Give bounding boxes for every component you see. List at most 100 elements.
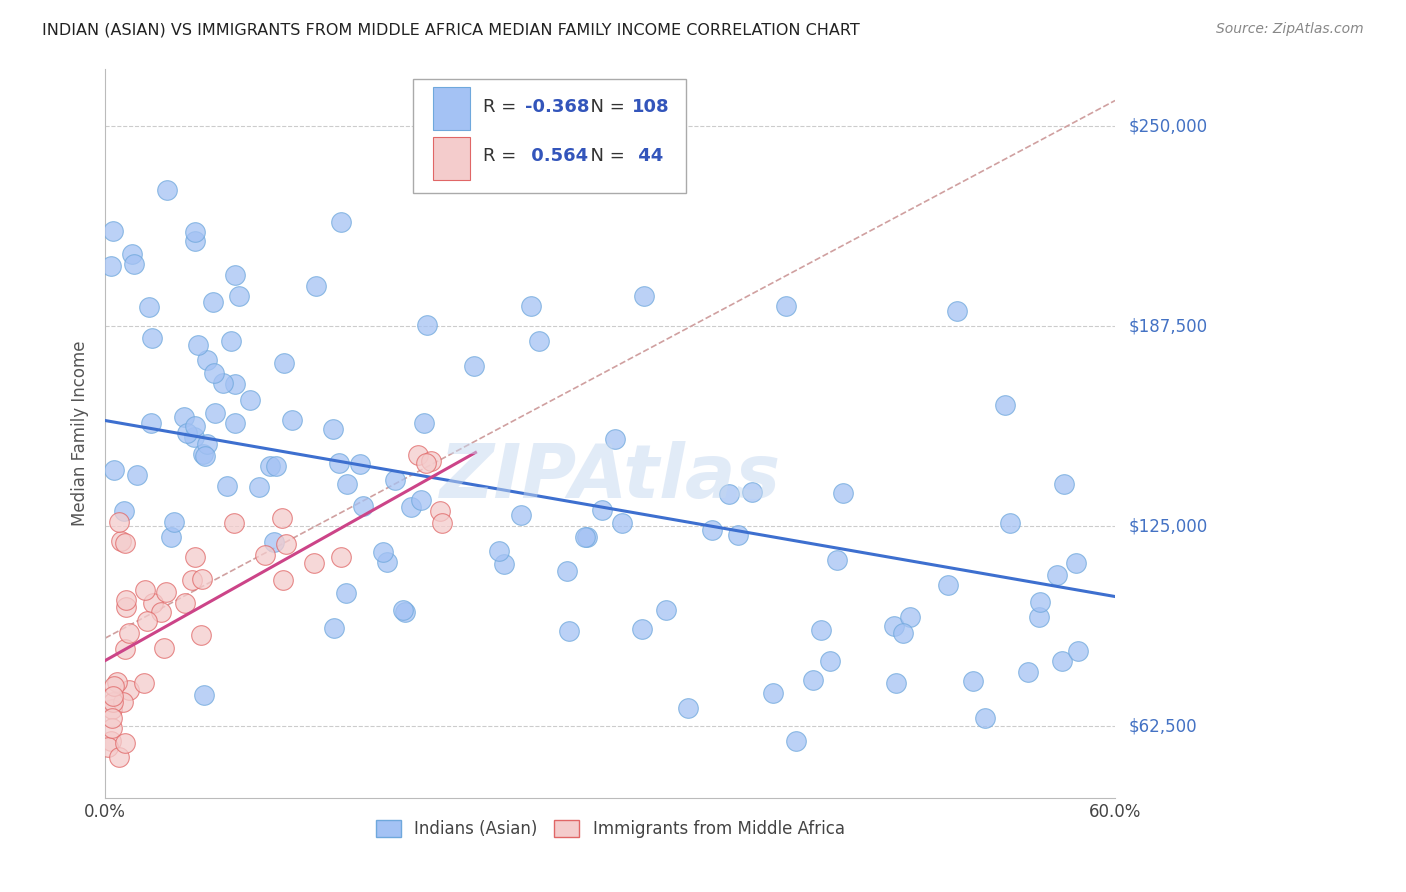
Text: 108: 108 bbox=[633, 98, 671, 116]
Point bbox=[946, 304, 969, 318]
Point bbox=[409, 492, 432, 507]
Point bbox=[155, 584, 177, 599]
Point bbox=[831, 486, 853, 500]
Text: -0.368: -0.368 bbox=[526, 98, 591, 116]
Point bbox=[224, 377, 246, 392]
Point bbox=[519, 299, 541, 313]
Point bbox=[415, 456, 437, 470]
Point bbox=[100, 733, 122, 747]
Point bbox=[134, 583, 156, 598]
Point bbox=[108, 515, 131, 529]
Point bbox=[118, 682, 141, 697]
Point bbox=[184, 234, 207, 248]
Point bbox=[149, 605, 172, 619]
Point bbox=[394, 605, 416, 619]
Point bbox=[1046, 568, 1069, 582]
Point bbox=[270, 511, 292, 525]
Point bbox=[114, 536, 136, 550]
Point bbox=[105, 674, 128, 689]
Point bbox=[190, 627, 212, 641]
Point bbox=[101, 695, 124, 709]
Text: $187,500: $187,500 bbox=[1129, 318, 1208, 335]
Point bbox=[194, 450, 217, 464]
Point bbox=[558, 624, 581, 639]
Point bbox=[103, 463, 125, 477]
Point bbox=[329, 215, 352, 229]
Point bbox=[184, 550, 207, 565]
Point bbox=[655, 603, 678, 617]
Point bbox=[527, 334, 550, 348]
Point bbox=[193, 688, 215, 702]
Point bbox=[401, 500, 423, 515]
Point bbox=[718, 487, 741, 501]
Point bbox=[329, 549, 352, 564]
Point bbox=[478, 151, 501, 165]
Point bbox=[305, 279, 328, 293]
Legend: Indians (Asian), Immigrants from Middle Africa: Indians (Asian), Immigrants from Middle … bbox=[370, 813, 851, 845]
Point bbox=[883, 619, 905, 633]
Point bbox=[193, 447, 215, 461]
Point bbox=[201, 295, 224, 310]
Point bbox=[810, 623, 832, 637]
Point bbox=[281, 413, 304, 427]
FancyBboxPatch shape bbox=[433, 87, 470, 130]
Point bbox=[785, 733, 807, 747]
Point bbox=[375, 556, 398, 570]
Point bbox=[998, 516, 1021, 531]
Point bbox=[1050, 654, 1073, 668]
Point bbox=[253, 548, 276, 562]
Point bbox=[110, 534, 132, 549]
Point bbox=[97, 739, 120, 754]
Point bbox=[100, 259, 122, 273]
Point bbox=[132, 676, 155, 690]
Point bbox=[700, 523, 723, 537]
Point bbox=[406, 448, 429, 462]
Text: $62,500: $62,500 bbox=[1129, 717, 1198, 735]
Point bbox=[202, 366, 225, 380]
Point bbox=[1064, 557, 1087, 571]
Point bbox=[219, 334, 242, 348]
Point bbox=[416, 318, 439, 332]
Point bbox=[103, 679, 125, 693]
Point bbox=[335, 586, 357, 600]
Point bbox=[801, 673, 824, 687]
Point bbox=[122, 256, 145, 270]
Point bbox=[163, 515, 186, 529]
Point bbox=[271, 573, 294, 587]
Point bbox=[818, 655, 841, 669]
Point bbox=[173, 596, 195, 610]
Point bbox=[276, 537, 298, 551]
Point bbox=[328, 456, 350, 470]
Point bbox=[101, 701, 124, 715]
Point bbox=[574, 531, 596, 545]
Point bbox=[118, 626, 141, 640]
Point bbox=[1017, 665, 1039, 680]
Point bbox=[430, 516, 453, 530]
Point bbox=[825, 553, 848, 567]
Point bbox=[108, 749, 131, 764]
Point bbox=[224, 268, 246, 283]
Point bbox=[591, 503, 613, 517]
Point bbox=[173, 409, 195, 424]
FancyBboxPatch shape bbox=[433, 136, 470, 179]
Point bbox=[212, 376, 235, 391]
Point bbox=[974, 711, 997, 725]
Point bbox=[176, 426, 198, 441]
Text: Source: ZipAtlas.com: Source: ZipAtlas.com bbox=[1216, 22, 1364, 37]
Point bbox=[1028, 610, 1050, 624]
Point bbox=[187, 337, 209, 351]
Point bbox=[112, 504, 135, 518]
Point bbox=[336, 476, 359, 491]
Point bbox=[228, 289, 250, 303]
Point bbox=[239, 393, 262, 408]
Point bbox=[412, 416, 434, 430]
Point bbox=[195, 352, 218, 367]
Point bbox=[349, 457, 371, 471]
Point bbox=[994, 398, 1017, 412]
Point bbox=[463, 359, 485, 374]
Point bbox=[633, 289, 655, 303]
Point bbox=[676, 700, 699, 714]
Text: $125,000: $125,000 bbox=[1129, 517, 1208, 535]
Point bbox=[1067, 644, 1090, 658]
Point bbox=[112, 695, 135, 709]
